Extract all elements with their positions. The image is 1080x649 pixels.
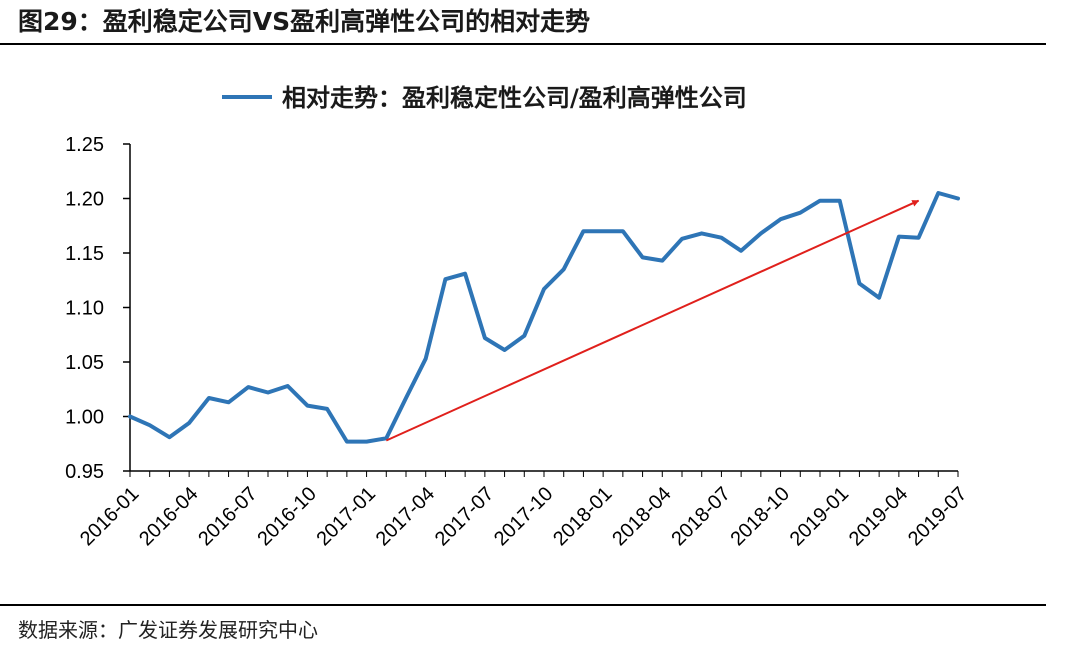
x-axis: 2016-012016-042016-072016-102017-012017-… [76, 470, 971, 550]
top-divider [0, 43, 1046, 45]
y-tick-label: 1.00 [65, 407, 104, 429]
series-line [128, 191, 960, 444]
chart-legend: 相对走势：盈利稳定性公司/盈利高弹性公司 [222, 84, 747, 112]
x-tick-label: 2019-07 [904, 483, 971, 550]
x-tick-label: 2018-04 [608, 483, 675, 550]
x-tick-label: 2017-04 [372, 483, 439, 550]
series-layer [128, 191, 960, 444]
y-tick-label: 1.05 [65, 352, 104, 374]
x-tick-label: 2016-01 [76, 483, 143, 550]
figure-title: 图29：盈利稳定公司VS盈利高弹性公司的相对走势 [18, 7, 591, 36]
trend-arrow [385, 199, 920, 442]
source-note: 数据来源：广发证券发展研究中心 [18, 618, 318, 642]
y-tick-label: 1.20 [65, 189, 104, 211]
x-tick-label: 2018-07 [667, 483, 734, 550]
x-tick-label: 2016-07 [194, 483, 261, 550]
y-tick-label: 1.25 [65, 134, 104, 156]
x-tick-label: 2017-10 [490, 483, 557, 550]
x-tick-label: 2019-01 [786, 483, 853, 550]
x-tick-label: 2018-10 [727, 483, 794, 550]
legend-label: 相对走势：盈利稳定性公司/盈利高弹性公司 [282, 84, 747, 112]
line-chart: 相对走势：盈利稳定性公司/盈利高弹性公司 0.95 1.00 1.05 1.10 1.1… [65, 84, 971, 550]
x-tick-label: 2017-07 [431, 483, 498, 550]
x-tick-label: 2016-10 [253, 483, 320, 550]
y-tick-label: 1.10 [65, 298, 104, 320]
x-tick-label: 2016-04 [135, 483, 202, 550]
bottom-divider [0, 604, 1046, 606]
y-tick-label: 0.95 [65, 461, 104, 483]
x-tick-label: 2019-04 [845, 483, 912, 550]
y-tick-label: 1.15 [65, 243, 104, 265]
annotation-layer [385, 199, 920, 442]
x-tick-label: 2018-01 [549, 483, 616, 550]
x-tick-label: 2017-01 [313, 483, 380, 550]
y-axis: 0.95 1.00 1.05 1.10 1.15 1.20 1.25 [65, 134, 131, 483]
